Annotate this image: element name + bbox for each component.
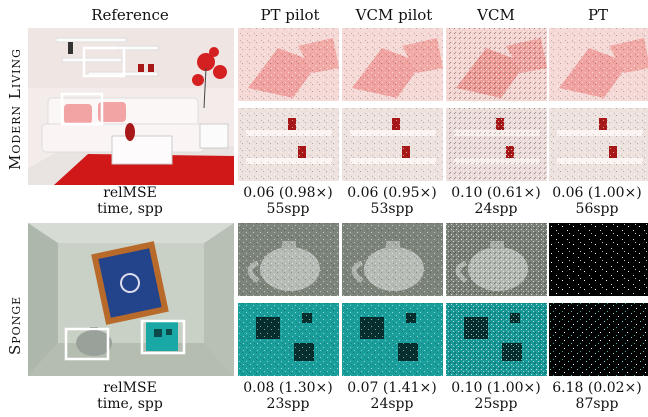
row-label-sponge: Sponge <box>6 295 24 355</box>
modern-living-vcm-crop-pillow <box>446 28 547 101</box>
sponge-pt-pilot-metric: 0.08 (1.30×) 23spp <box>243 380 333 412</box>
sponge-vcm-pilot-crop-cube <box>342 303 443 376</box>
sponge-metric-label: relMSE time, spp <box>97 380 163 412</box>
modern-living-pt-pilot-metric: 0.06 (0.98×) 55spp <box>243 185 333 217</box>
modern-living-vcm-crop-shelf <box>446 108 547 181</box>
sponge-pt-pilot-crop-cube <box>238 303 339 376</box>
header-reference: Reference <box>91 6 169 24</box>
header-pt: PT <box>587 6 609 24</box>
modern-living-pt-pilot-crop-shelf <box>238 108 339 181</box>
modern-living-vcm-pilot-crop-shelf <box>342 108 443 181</box>
sponge-reference-image <box>28 223 234 376</box>
modern-living-metric-label: relMSE time, spp <box>97 185 163 217</box>
sponge-vcm-pilot-crop-teapot <box>342 223 443 296</box>
sponge-vcm-crop-cube <box>446 303 547 376</box>
sponge-pt-pilot-crop-teapot <box>238 223 339 296</box>
sponge-pt-crop-cube <box>549 303 648 376</box>
modern-living-pt-pilot-crop-pillow <box>238 28 339 101</box>
sponge-vcm-pilot-metric: 0.07 (1.41×) 24spp <box>347 380 437 412</box>
header-vcm-pilot: VCM pilot <box>355 6 433 24</box>
header-vcm: VCM <box>477 6 515 24</box>
row-label-modern-living: Modern Living <box>6 48 24 170</box>
modern-living-vcm-metric: 0.10 (0.61×) 24spp <box>451 185 541 217</box>
modern-living-vcm-pilot-metric: 0.06 (0.95×) 53spp <box>347 185 437 217</box>
modern-living-pt-crop-shelf <box>549 108 648 181</box>
sponge-vcm-crop-teapot <box>446 223 547 296</box>
header-pt-pilot: PT pilot <box>260 6 320 24</box>
modern-living-vcm-pilot-crop-pillow <box>342 28 443 101</box>
modern-living-pt-crop-pillow <box>549 28 648 101</box>
modern-living-pt-metric: 0.06 (1.00×) 56spp <box>552 185 642 217</box>
modern-living-reference-image <box>28 28 234 185</box>
sponge-pt-crop-teapot <box>549 223 648 296</box>
sponge-vcm-metric: 0.10 (1.00×) 25spp <box>451 380 541 412</box>
sponge-pt-metric: 6.18 (0.02×) 87spp <box>552 380 642 412</box>
